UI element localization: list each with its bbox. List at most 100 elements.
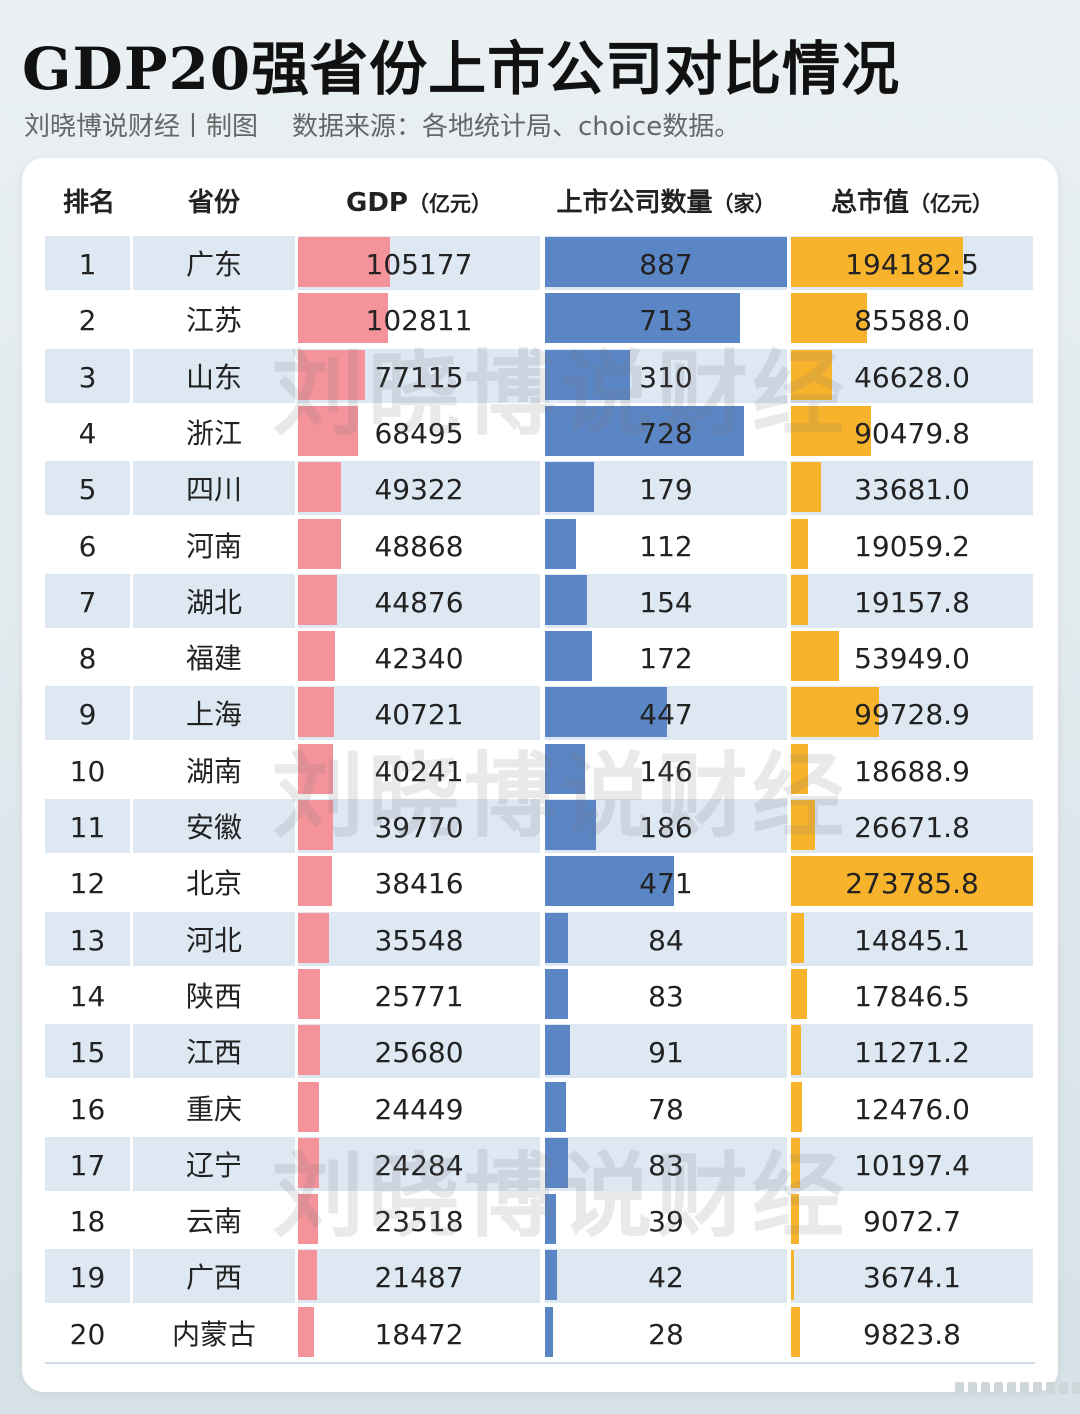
- table-row: 11 安徽 39770 186 26671.8: [0, 799, 1080, 853]
- header-cap: 总市值（亿元）: [791, 183, 1033, 223]
- gdp-bar: [298, 856, 332, 907]
- gdp-bar: [298, 405, 358, 456]
- gdp-bar: [298, 912, 329, 963]
- count-value: 112: [639, 529, 693, 563]
- province-cell-text: 安徽: [185, 811, 242, 844]
- table-row: 2 江苏 102811 713 85588.0: [0, 292, 1080, 346]
- rank-cell-text: 13: [69, 923, 106, 957]
- market-cap-bar: [791, 1194, 799, 1245]
- prov-cell: [133, 348, 295, 403]
- count-value: 42: [648, 1261, 684, 1295]
- count-bar: [545, 574, 587, 625]
- table-row: 3 山东 77115 310 46628.0: [0, 348, 1080, 403]
- market-cap-bar: [791, 1306, 800, 1357]
- cnt-cell: [545, 1249, 787, 1304]
- count-value: 310: [639, 360, 693, 394]
- data-source: 数据来源：各地统计局、choice数据。: [292, 112, 741, 142]
- market-cap-value: 19157.8: [854, 585, 970, 619]
- header-count-unit: （家）: [712, 192, 776, 216]
- market-cap-value: 33681.0: [854, 473, 970, 507]
- gdp-bar: [298, 237, 390, 287]
- prov-cell: [133, 911, 295, 966]
- rank-cell-text: 5: [78, 473, 97, 507]
- count-bar: [545, 518, 576, 569]
- rank-cell-text: 15: [69, 1036, 106, 1070]
- count-bar: [545, 349, 630, 400]
- scroll-indicator: [955, 1382, 1080, 1394]
- market-cap-bar: [791, 1250, 795, 1301]
- gdp-value: 102811: [365, 304, 473, 338]
- market-cap-value: 3674.1: [863, 1261, 961, 1295]
- count-value: 91: [648, 1036, 684, 1070]
- count-value: 172: [639, 642, 693, 676]
- table-row: 15 江西 25680 91 11271.2: [0, 1024, 1080, 1079]
- count-value: 39: [648, 1205, 684, 1239]
- market-cap-bar: [791, 968, 807, 1019]
- count-value: 471: [639, 867, 693, 901]
- table-row: 12 北京 38416 471 273785.8: [0, 855, 1080, 909]
- count-value: 179: [639, 473, 693, 507]
- rank-cell: [45, 1136, 130, 1191]
- province-cell-text: 四川: [185, 473, 242, 507]
- province-cell-text: 江苏: [185, 304, 242, 338]
- header-count: 上市公司数量（家）: [545, 183, 787, 223]
- rank-cell: [45, 1024, 130, 1079]
- gdp-value: 18472: [374, 1317, 464, 1351]
- market-cap-value: 26671.8: [854, 811, 970, 844]
- table-row: 14 陕西 25771 83 17846.5: [0, 968, 1080, 1022]
- header-province: 省份: [187, 188, 240, 218]
- rank-cell-text: 3: [78, 360, 97, 394]
- province-cell-text: 广东: [185, 248, 242, 281]
- gdp-value: 38416: [374, 867, 464, 901]
- province-cell-text: 福建: [185, 642, 242, 676]
- market-cap-bar: [791, 743, 808, 794]
- rank-cell-text: 4: [78, 416, 97, 450]
- market-cap-value: 99728.9: [854, 698, 970, 732]
- gdp-bar: [298, 574, 338, 625]
- province-cell-text: 浙江: [185, 416, 242, 450]
- count-bar: [545, 1025, 570, 1076]
- market-cap-bar: [791, 856, 1033, 907]
- header-gdp: GDP（亿元）: [298, 183, 540, 223]
- gdp-bar: [298, 743, 334, 794]
- gdp-value: 25680: [374, 1036, 464, 1070]
- author-credit: 刘晓博说财经丨制图: [24, 112, 259, 142]
- gdp-bar: [298, 518, 341, 569]
- rank-cell-text: 8: [78, 642, 97, 676]
- table-row: 4 浙江 68495 728 90479.8: [0, 405, 1080, 459]
- header-gdp-label: GDP: [346, 188, 408, 218]
- count-value: 728: [639, 416, 693, 450]
- gdp-cell: [298, 1024, 540, 1079]
- gdp-value: 40241: [374, 754, 464, 788]
- gdp-bar: [298, 631, 335, 682]
- table-row: 10 湖南 40241 146 18688.9: [0, 743, 1080, 797]
- gdp-cell: [298, 1249, 540, 1304]
- rank-cell-text: 20: [69, 1317, 106, 1351]
- rank-cell-text: 18: [69, 1205, 106, 1239]
- gdp-value: 40721: [374, 698, 464, 732]
- rank-cell-text: 10: [69, 754, 106, 788]
- market-cap-value: 85588.0: [854, 304, 970, 338]
- province-cell-text: 内蒙古: [171, 1317, 256, 1351]
- count-bar: [545, 237, 787, 287]
- count-value: 28: [648, 1317, 684, 1351]
- cap-cell: [791, 1249, 1033, 1304]
- gdp-bar: [298, 1250, 317, 1301]
- rank-cell: [45, 348, 130, 403]
- gdp-value: 77115: [374, 360, 464, 394]
- header-cap-label: 总市值: [830, 188, 909, 218]
- market-cap-value: 273785.8: [845, 867, 979, 901]
- gdp-bar: [298, 293, 388, 344]
- rank-cell: [45, 911, 130, 966]
- cap-cell: [791, 799, 1033, 853]
- prov-cell: [133, 573, 295, 628]
- gdp-bar: [298, 1137, 320, 1188]
- prov-cell: [133, 236, 295, 290]
- province-cell-text: 河南: [185, 529, 242, 563]
- rank-cell: [45, 461, 130, 516]
- rank-cell-text: 7: [78, 585, 97, 619]
- rank-cell-text: 6: [78, 529, 97, 563]
- gdp-value: 48868: [374, 529, 464, 563]
- gdp-cell: [298, 573, 540, 628]
